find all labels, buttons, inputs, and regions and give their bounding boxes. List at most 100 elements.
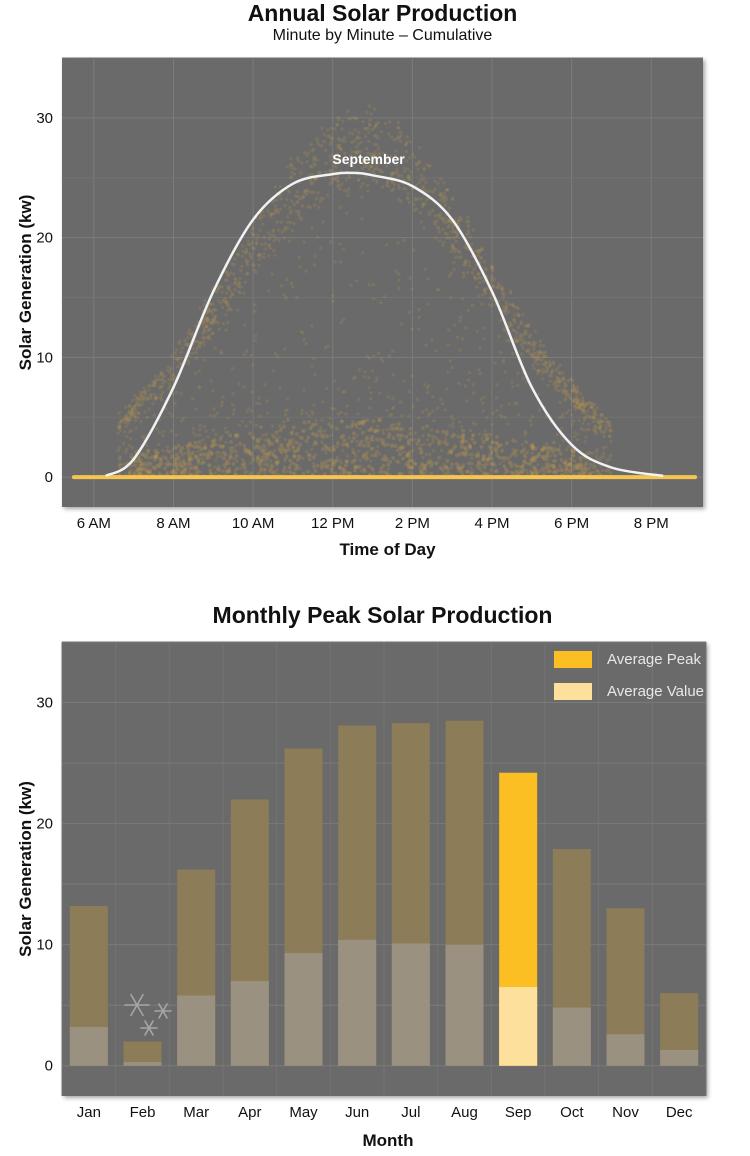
scatter-point [448, 359, 452, 363]
scatter-point [439, 192, 443, 197]
scatter-point [332, 445, 336, 449]
scatter-point [426, 384, 431, 388]
scatter-point [356, 443, 361, 447]
scatter-point [296, 454, 300, 458]
y-tick-label: 0 [45, 1058, 53, 1075]
scatter-point [531, 340, 536, 344]
scatter-point [256, 454, 261, 458]
scatter-point [537, 354, 542, 358]
scatter-point [166, 365, 170, 369]
scatter-point [329, 177, 334, 181]
scatter-point [209, 320, 213, 324]
scatter-point [119, 418, 124, 422]
scatter-point [268, 246, 272, 251]
scatter-point [592, 420, 596, 424]
scatter-point [513, 320, 517, 324]
scatter-point [568, 377, 572, 382]
scatter-point [582, 417, 587, 422]
scatter-point [525, 349, 529, 353]
y-axis-label: Solar Generation (kw) [16, 781, 35, 957]
scatter-point [204, 324, 208, 329]
scatter-point [571, 383, 576, 388]
scatter-point [505, 456, 510, 460]
scatter-point [305, 411, 309, 415]
scatter-point [338, 187, 342, 191]
bar-average-value[interactable] [177, 995, 216, 1066]
scatter-point [448, 295, 453, 300]
scatter-point [220, 298, 225, 302]
scatter-point [519, 320, 524, 324]
x-tick-label: Dec [666, 1104, 693, 1121]
scatter-point [268, 212, 272, 216]
bar-average-value[interactable] [552, 1007, 591, 1066]
scatter-point [386, 184, 391, 189]
scatter-point [391, 373, 396, 377]
scatter-point [385, 408, 389, 413]
scatter-point [554, 387, 558, 391]
scatter-point [133, 405, 137, 409]
scatter-point [371, 152, 375, 156]
scatter-point [216, 320, 220, 325]
scatter-point [501, 297, 505, 301]
scatter-point [372, 153, 376, 157]
bar-average-value[interactable] [606, 1034, 645, 1066]
scatter-point [132, 463, 136, 468]
scatter-point [167, 382, 172, 386]
scatter-point [324, 445, 329, 449]
scatter-point [155, 395, 159, 399]
scatter-point [508, 291, 513, 295]
scatter-point [211, 302, 215, 306]
scatter-point [249, 256, 253, 260]
scatter-point [489, 452, 494, 456]
scatter-point [512, 318, 516, 322]
scatter-point [483, 471, 488, 475]
scatter-point [414, 207, 418, 211]
scatter-point [575, 402, 580, 406]
scatter-point [477, 250, 481, 255]
bar-average-value[interactable] [69, 1026, 108, 1066]
bar-average-value[interactable] [338, 939, 377, 1066]
scatter-point [283, 408, 288, 413]
scatter-point [131, 411, 136, 415]
bar-average-value[interactable] [391, 943, 430, 1066]
scatter-point [584, 414, 588, 419]
scatter-point [384, 153, 388, 157]
scatter-point [216, 285, 221, 289]
scatter-point [509, 470, 513, 474]
scatter-point [500, 285, 504, 289]
scatter-point [477, 294, 481, 298]
scatter-point [545, 369, 550, 374]
scatter-point [381, 428, 385, 432]
x-tick-label: Sep [505, 1104, 532, 1121]
scatter-point [286, 189, 290, 193]
scatter-point [382, 151, 386, 155]
scatter-point [240, 463, 244, 467]
scatter-point [419, 443, 423, 447]
scatter-point [536, 371, 540, 376]
scatter-point [449, 449, 453, 453]
scatter-point [422, 168, 427, 172]
bar-average-value[interactable] [123, 1062, 162, 1066]
scatter-point [232, 272, 236, 276]
scatter-point [296, 464, 300, 468]
scatter-point [433, 187, 437, 191]
scatter-point [270, 424, 275, 428]
bar-average-value[interactable] [445, 944, 484, 1066]
bar-average-value[interactable] [660, 1049, 699, 1066]
scatter-point [556, 380, 561, 384]
scatter-point [459, 443, 464, 447]
bar-average-value[interactable] [284, 953, 323, 1066]
bar-average-value[interactable] [230, 980, 269, 1066]
scatter-point [270, 470, 274, 474]
scatter-point [558, 379, 563, 383]
scatter-point [363, 439, 367, 443]
legend-label: Average Peak [607, 651, 701, 668]
scatter-point [534, 455, 538, 459]
scatter-point [117, 420, 122, 425]
scatter-point [510, 385, 515, 389]
scatter-point [555, 375, 559, 379]
scatter-point [444, 437, 448, 442]
scatter-point [559, 465, 563, 469]
scatter-point [215, 454, 220, 458]
bar-average-value[interactable] [499, 987, 538, 1066]
